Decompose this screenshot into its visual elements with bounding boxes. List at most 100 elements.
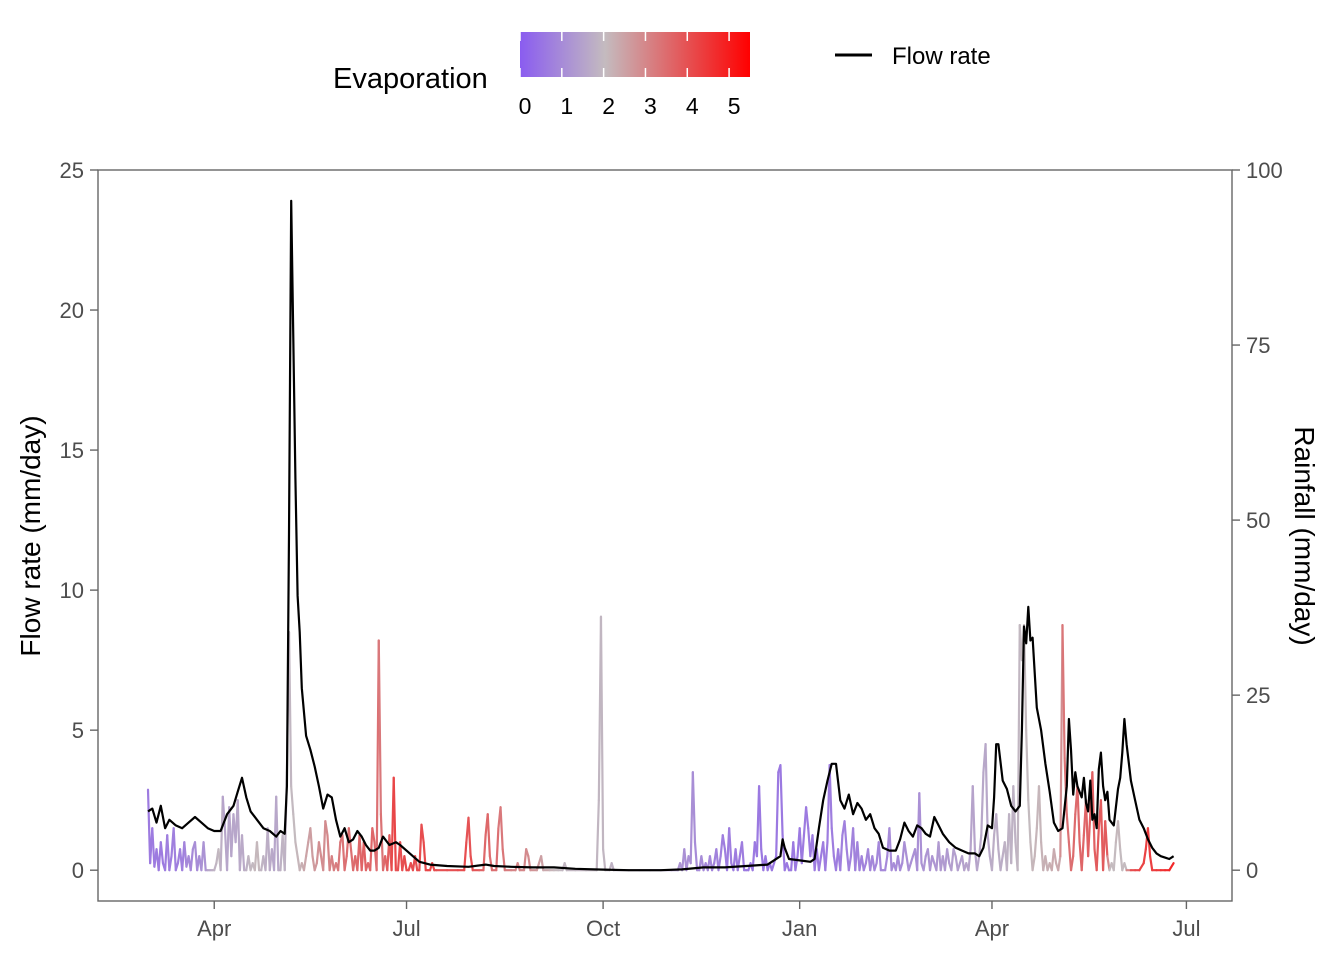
legend: Evaporation 0 1 2 3 4 5 Flow rate bbox=[333, 32, 991, 119]
rainfall-segment bbox=[1065, 813, 1070, 844]
rainfall-segment bbox=[341, 834, 346, 872]
rainfall-segment bbox=[302, 855, 308, 872]
rainfall-segment bbox=[995, 813, 1000, 851]
rainfall-segment bbox=[1031, 855, 1036, 872]
rainfall-segment bbox=[189, 848, 194, 872]
rainfall-segment bbox=[1112, 841, 1118, 872]
plot-area bbox=[146, 199, 1175, 872]
rainfall-segment bbox=[422, 841, 427, 872]
y2-tick-label-1: 25 bbox=[1246, 683, 1270, 708]
rainfall-segment bbox=[888, 827, 893, 872]
rainfall-segment bbox=[804, 806, 810, 830]
panel-border bbox=[97, 169, 1233, 902]
rainfall-segment bbox=[151, 827, 156, 868]
rainfall-segment bbox=[824, 841, 829, 872]
colorbar-title: Evaporation bbox=[333, 63, 488, 95]
y2-tick-label-4: 100 bbox=[1246, 158, 1283, 183]
x-tick-label-4: Apr bbox=[975, 916, 1009, 941]
rainfall-segment bbox=[1076, 785, 1081, 844]
rainfall-segment bbox=[317, 841, 323, 858]
rainfall-segment bbox=[202, 841, 207, 872]
rainfall-segment bbox=[999, 855, 1004, 872]
rainfall-segment bbox=[392, 776, 397, 872]
rainfall-segment bbox=[952, 848, 957, 858]
rainfall-segment bbox=[1116, 820, 1122, 851]
rainfall-segment bbox=[362, 841, 368, 872]
colorbar-tick-label-5: 5 bbox=[728, 93, 741, 119]
y-axis-left: 0 5 10 15 20 25 bbox=[60, 158, 98, 883]
rainfall-segment bbox=[488, 855, 494, 872]
rainfall-segment bbox=[794, 855, 799, 872]
rainfall-segment bbox=[322, 820, 327, 872]
rainfall-segment bbox=[1123, 862, 1128, 872]
rainfall-segment bbox=[463, 841, 468, 872]
rainfall-segment bbox=[884, 855, 889, 872]
rainfall-segment bbox=[495, 827, 500, 872]
colorbar bbox=[520, 32, 750, 77]
rainfall-segment bbox=[978, 834, 983, 858]
rainfall-segment bbox=[309, 827, 314, 858]
rainfall-segment bbox=[602, 848, 607, 872]
rainfall-segment bbox=[1069, 855, 1075, 872]
y-tick-label-1: 5 bbox=[72, 718, 84, 743]
rainfall-segment bbox=[1057, 855, 1062, 872]
y-tick-label-3: 15 bbox=[60, 438, 84, 463]
x-axis: Apr Jul Oct Jan Apr Jul bbox=[197, 901, 1200, 941]
rainfall-segment bbox=[721, 834, 726, 851]
rainfall-segment bbox=[174, 862, 180, 872]
rainfall-segment bbox=[907, 862, 912, 872]
x-tick-label-1: Jul bbox=[392, 916, 420, 941]
rainfall-segment bbox=[1052, 848, 1058, 865]
rainfall-segment bbox=[595, 799, 600, 872]
colorbar-tick-label-0: 0 bbox=[519, 93, 532, 119]
rainfall-segment bbox=[877, 841, 882, 872]
y2-tick-label-2: 50 bbox=[1246, 508, 1270, 533]
x-tick-label-5: Jul bbox=[1172, 916, 1200, 941]
rainfall-segment bbox=[369, 827, 374, 872]
y-axis-right: 0 25 50 75 100 bbox=[1232, 158, 1283, 883]
rainfall-segment bbox=[166, 834, 171, 872]
rainfall-segment bbox=[486, 813, 491, 858]
rainfall-segment bbox=[1080, 834, 1085, 872]
rainfall-segment bbox=[839, 834, 844, 872]
legend-flow-label: Flow rate bbox=[892, 43, 991, 70]
rainfall-segment bbox=[1016, 624, 1021, 872]
rainfall-segment bbox=[287, 631, 293, 788]
rainfall-segment bbox=[313, 862, 318, 872]
rainfall-segment bbox=[324, 820, 329, 837]
rainfall-segment bbox=[213, 862, 218, 872]
rainfall-segment bbox=[294, 841, 299, 858]
rainfall-segment bbox=[909, 855, 915, 865]
rainfall-segment bbox=[326, 834, 331, 872]
rainfall-segment bbox=[903, 841, 908, 858]
series-flow-rate bbox=[147, 199, 1175, 872]
rainfall-segment bbox=[1168, 862, 1175, 872]
rainfall-segment bbox=[1061, 624, 1066, 760]
rainfall-segment bbox=[1119, 848, 1124, 872]
rainfall-segment bbox=[830, 827, 835, 858]
rainfall-segment bbox=[290, 785, 295, 816]
rainfall-segment bbox=[1142, 848, 1147, 865]
y-tick-label-2: 10 bbox=[60, 578, 84, 603]
rainfall-segment bbox=[1087, 813, 1092, 858]
rainfall-segment bbox=[986, 834, 991, 858]
rainfall-segment bbox=[984, 743, 989, 837]
rainfall-segment bbox=[377, 639, 382, 816]
colorbar-ticks: 0 1 2 3 4 5 bbox=[519, 32, 741, 119]
rainfall-segment bbox=[971, 785, 976, 851]
rainfall-segment bbox=[525, 848, 530, 858]
x-tick-label-3: Jan bbox=[782, 916, 817, 941]
rainfall-segment bbox=[800, 834, 806, 865]
rainfall-segment bbox=[950, 848, 955, 872]
rainfall-segment bbox=[305, 841, 310, 858]
rainfall-segment bbox=[736, 855, 741, 872]
rainfall-segment bbox=[1027, 799, 1032, 844]
rainfall-segment bbox=[219, 795, 224, 872]
rainfall-segment bbox=[371, 827, 376, 844]
rainfall-segment bbox=[1091, 771, 1096, 851]
rainfall-segment bbox=[240, 834, 246, 872]
rainfall-segment bbox=[599, 615, 605, 851]
rainfall-segment bbox=[1095, 827, 1100, 872]
y2-tick-label-3: 75 bbox=[1246, 333, 1270, 358]
